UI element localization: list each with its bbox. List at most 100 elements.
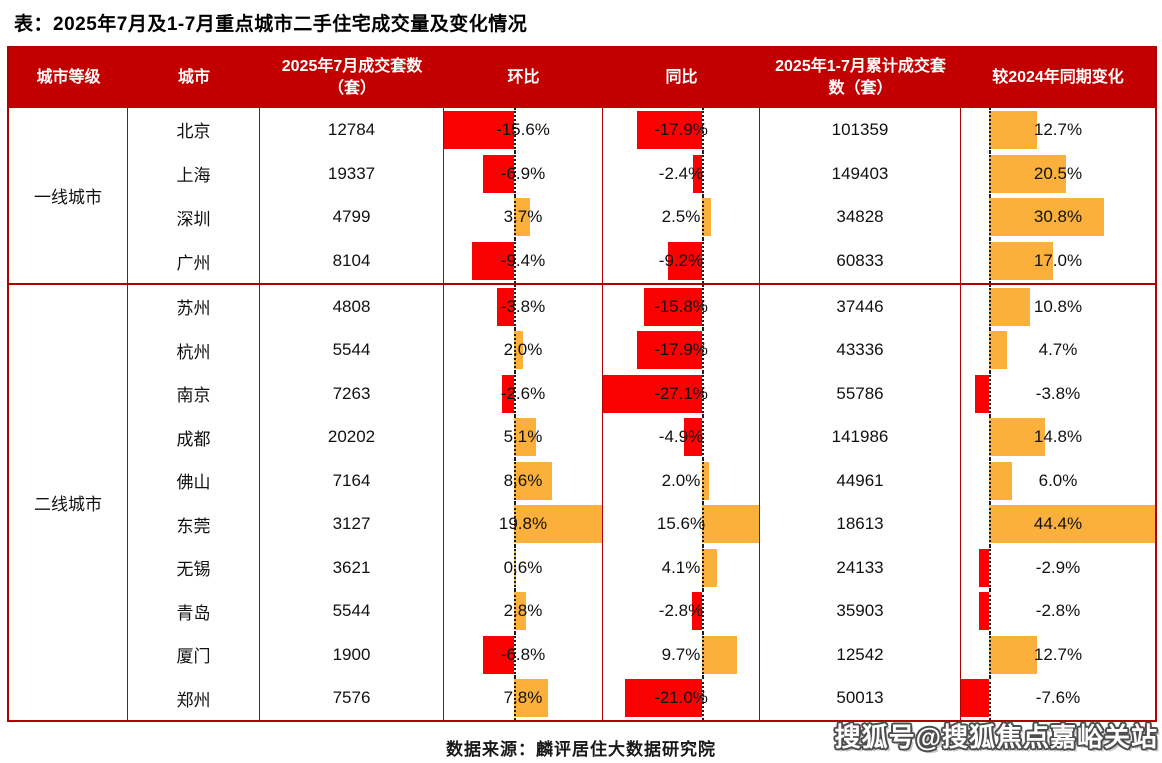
percent-value-label: 10.8% (1033, 296, 1083, 316)
zero-axis-line (513, 195, 516, 240)
positive-data-bar (513, 505, 602, 544)
vs2024-bar-cell: 20.5% (961, 151, 1155, 196)
zero-axis-line (702, 151, 704, 196)
negative-data-bar (603, 374, 702, 413)
positive-data-bar (702, 548, 717, 587)
city-name-cell: 佛山 (128, 459, 260, 503)
zero-axis-line (702, 372, 704, 416)
jul-sales-cell: 20202 (260, 415, 444, 459)
negative-data-bar (668, 242, 702, 281)
mom-bar-cell: -9.4% (444, 239, 603, 283)
negative-data-bar (978, 592, 990, 631)
city-name-cell: 东莞 (128, 502, 260, 546)
vs2024-bar-cell: 30.8% (961, 195, 1155, 240)
table-header-row: 城市等级 城市 2025年7月成交套数（套） 环比 同比 2025年1-7月累计… (9, 48, 1155, 108)
city-name-cell: 青岛 (128, 589, 260, 633)
zero-axis-line (702, 328, 704, 372)
cumulative-sales-cell: 101359 (760, 108, 961, 152)
vs2024-bar-cell: 10.8% (961, 285, 1155, 329)
cumulative-sales-cell: 141986 (760, 415, 961, 459)
yoy-bar-cell: -2.4% (603, 151, 760, 196)
vs2024-bar-cell: -2.9% (961, 546, 1155, 590)
zero-axis-line (989, 239, 992, 283)
percent-value-label: -6.9% (500, 163, 546, 183)
percent-value-label: 44.4% (1033, 514, 1083, 534)
vs2024-bar-cell: -3.8% (961, 372, 1155, 416)
negative-data-bar (693, 154, 702, 193)
percent-value-label: 17.0% (1033, 251, 1083, 271)
negative-data-bar (496, 287, 514, 326)
cumulative-sales-cell: 50013 (760, 676, 961, 720)
header-city: 城市 (177, 69, 210, 87)
city-row: 上海 19337 -6.9% -2.4% 149403 20.5% (128, 151, 1155, 196)
percent-value-label: 14.8% (1033, 427, 1083, 447)
percent-value-label: 2.8% (503, 601, 543, 621)
negative-data-bar (644, 287, 702, 326)
watermark: 搜狐号@搜狐焦点嘉峪关站 (834, 722, 1158, 752)
jul-sales-cell: 4799 (260, 195, 444, 240)
jul-sales-cell: 3621 (260, 546, 444, 590)
header-cumulative-sales: 2025年1-7月累计成交套数（套） (775, 58, 946, 97)
positive-data-bar (702, 635, 738, 674)
zero-axis-line (989, 502, 992, 546)
header-jul-sales: 2025年7月成交套数（套） (281, 58, 423, 97)
data-source-note: 数据来源：麟评居住大数据研究院 (446, 740, 716, 759)
zero-axis-line (989, 676, 992, 720)
percent-value-label: 7.8% (503, 688, 543, 708)
percent-value-label: 30.8% (1033, 207, 1083, 227)
zero-axis-line (702, 415, 704, 459)
percent-value-label: -9.2% (658, 251, 704, 271)
yoy-bar-cell: -21.0% (603, 676, 760, 720)
cumulative-sales-cell: 35903 (760, 589, 961, 633)
negative-data-bar (482, 154, 514, 193)
jul-sales-cell: 5544 (260, 589, 444, 633)
zero-axis-line (513, 151, 516, 196)
city-row: 厦门 1900 -6.8% 9.7% 12542 12.7% (128, 633, 1155, 677)
zero-axis-line (989, 546, 992, 590)
percent-value-label: 0.6% (503, 557, 543, 577)
zero-axis-line (702, 195, 704, 240)
yoy-bar-cell: -15.8% (603, 285, 760, 329)
positive-data-bar (989, 418, 1045, 457)
yoy-bar-cell: 4.1% (603, 546, 760, 590)
jul-sales-cell: 12784 (260, 108, 444, 152)
yoy-bar-cell: -9.2% (603, 239, 760, 283)
city-name-cell: 杭州 (128, 328, 260, 372)
zero-axis-line (989, 589, 992, 633)
city-row: 无锡 3621 0.6% 4.1% 24133 -2.9% (128, 546, 1155, 590)
tier-label-cell: 二线城市 (9, 285, 128, 720)
percent-value-label: -2.4% (658, 163, 704, 183)
percent-value-label: 8.6% (503, 470, 543, 490)
table-title: 表：2025年7月及1-7月重点城市二手住宅成交量及变化情况 (14, 14, 528, 35)
zero-axis-line (513, 372, 516, 416)
percent-value-label: -21.0% (654, 688, 708, 708)
positive-data-bar (989, 331, 1007, 370)
city-name-cell: 厦门 (128, 633, 260, 677)
city-row: 苏州 4808 -3.8% -15.8% 37446 10.8% (128, 285, 1155, 329)
zero-axis-line (513, 546, 516, 590)
percent-value-label: 20.5% (1033, 163, 1083, 183)
header-yoy: 同比 (665, 69, 698, 87)
city-row: 深圳 4799 3.7% 2.5% 34828 30.8% (128, 195, 1155, 240)
yoy-bar-cell: 15.6% (603, 502, 760, 546)
cumulative-sales-cell: 24133 (760, 546, 961, 590)
table-body: 一线城市 北京 12784 -15.6% -17.9% 101359 12.7% 上海 1933… (9, 108, 1155, 720)
cumulative-sales-cell: 37446 (760, 285, 961, 329)
negative-data-bar (483, 635, 514, 674)
zero-axis-line (513, 676, 516, 720)
negative-data-bar (502, 374, 514, 413)
city-row: 北京 12784 -15.6% -17.9% 101359 12.7% (128, 108, 1155, 152)
vs2024-bar-cell: 44.4% (961, 502, 1155, 546)
mom-bar-cell: 0.6% (444, 546, 603, 590)
negative-data-bar (684, 418, 702, 457)
yoy-bar-cell: 2.0% (603, 459, 760, 503)
jul-sales-cell: 3127 (260, 502, 444, 546)
mom-bar-cell: 2.8% (444, 589, 603, 633)
zero-axis-line (702, 459, 704, 503)
mom-bar-cell: -6.9% (444, 151, 603, 196)
zero-axis-line (513, 285, 516, 329)
negative-data-bar (978, 548, 990, 587)
zero-axis-line (513, 633, 516, 677)
positive-data-bar (989, 198, 1105, 237)
positive-data-bar (513, 461, 552, 500)
